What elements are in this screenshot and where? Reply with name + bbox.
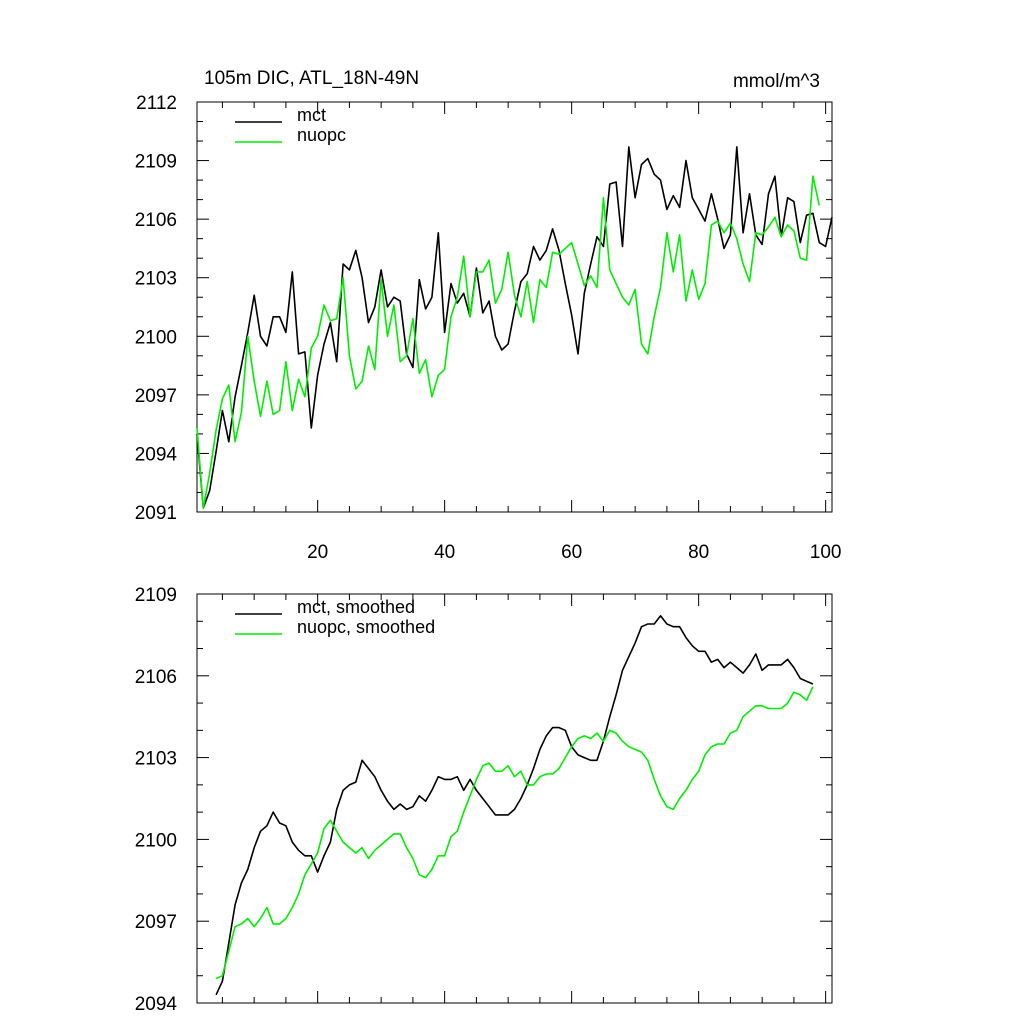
- top-chart-plot-area: 2091 2094 2097 2100 2103 2106 2109 2112 20 40 60 80…: [135, 93, 842, 563]
- bottom-chart-panel: 2094 2097 2100 2103 2106 2109 mct, smoothednuo…: [135, 585, 833, 1015]
- legend-label: nuopc: [297, 125, 346, 145]
- series-line-nuopc-smoothed: [215, 686, 814, 980]
- y-tick-label: 2100: [135, 830, 177, 851]
- y-tick-label: 2106: [135, 667, 177, 688]
- x-tick-label: 100: [810, 542, 842, 563]
- legend-label: nuopc, smoothed: [297, 617, 435, 637]
- x-tick-label: 40: [434, 542, 455, 563]
- y-tick-label: 2097: [135, 386, 177, 407]
- series-line-mct-smoothed: [215, 614, 814, 996]
- series-line-mct: [196, 146, 833, 509]
- chart-units-label: mmol/m^3: [733, 71, 820, 92]
- y-tick-label: 2097: [135, 912, 177, 933]
- top-chart-panel: 105m DIC, ATL_18N-49N mmol/m^3 209120942…: [135, 68, 842, 563]
- y-tick-label: 2100: [135, 327, 177, 348]
- y-tick-label: 2103: [135, 269, 177, 290]
- y-tick-label: 2106: [135, 210, 177, 231]
- y-tick-label: 2109: [135, 585, 177, 606]
- legend-label: mct: [297, 105, 326, 125]
- plot-frame: [196, 593, 833, 1004]
- y-tick-label: 2103: [135, 749, 177, 770]
- y-tick-label: 2094: [135, 994, 178, 1015]
- chart-title: 105m DIC, ATL_18N-49N: [204, 68, 419, 89]
- y-tick-label: 2091: [135, 503, 177, 524]
- x-tick-label: 20: [307, 542, 328, 563]
- legend-label: mct, smoothed: [297, 597, 415, 617]
- x-tick-label: 80: [688, 542, 709, 563]
- series-line-nuopc: [196, 175, 821, 509]
- plot-frame: [196, 101, 833, 513]
- bottom-chart-plot-area: 2094 2097 2100 2103 2106 2109 mct, smoothednuo…: [135, 585, 833, 1015]
- x-tick-label: 60: [561, 542, 582, 563]
- y-tick-label: 2112: [136, 93, 177, 114]
- y-tick-label: 2109: [135, 152, 177, 173]
- y-tick-label: 2094: [135, 444, 178, 465]
